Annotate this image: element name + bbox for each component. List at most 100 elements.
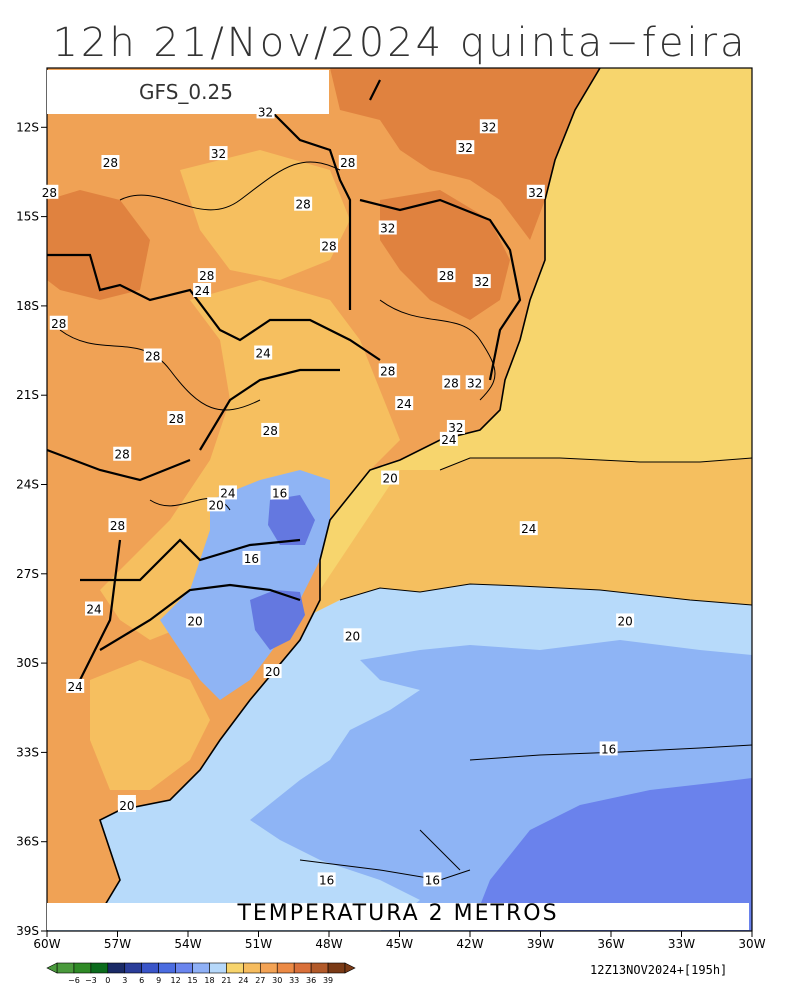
contour-label: 24 (441, 433, 456, 447)
map-plot-area (47, 68, 752, 931)
colorbar-label: 27 (255, 976, 265, 985)
contour-label-bg (270, 485, 289, 500)
contour-label: 28 (321, 239, 336, 253)
contour-label-bg (442, 375, 461, 390)
contour-label: 24 (194, 284, 209, 298)
colorbar: −6 −3 0 3 6 9 12 15 18 21 24 27 30 33 36 39 (46, 962, 356, 985)
land-cold-region-2 (250, 590, 305, 650)
contour-label: 16 (425, 873, 440, 887)
contour-label-bg (186, 613, 205, 628)
colorbar-label: 39 (323, 976, 333, 985)
colorbar-swatch (158, 962, 176, 974)
state-borders (47, 79, 522, 681)
latitude-axis: 12S 15S 18S 21S 24S 27S 30S 33S 36S 39S (16, 120, 47, 938)
contour-label: 24 (521, 522, 536, 536)
contour-label: 20 (617, 614, 632, 628)
contour-label: 20 (345, 629, 360, 643)
contour-label-bg (599, 741, 618, 756)
colorbar-label: 9 (156, 976, 161, 985)
lon-tick-label: 30W (738, 937, 765, 951)
contour-label-bg (378, 220, 397, 235)
contour-label: 24 (86, 603, 101, 617)
contour-label: 20 (209, 498, 224, 512)
contour-label-bg (338, 155, 357, 170)
colorbar-label: 12 (170, 976, 180, 985)
contour-label: 20 (187, 614, 202, 628)
contour-label-bg (519, 521, 538, 536)
contour-label: 32 (211, 147, 226, 161)
contour-label-bg (294, 196, 313, 211)
lon-tick-label: 57W (104, 937, 131, 951)
contour-label-bg (113, 446, 132, 461)
contour-label: 32 (380, 222, 395, 236)
contour-label-bg (263, 664, 282, 679)
contour-label-bg (395, 396, 414, 411)
lon-tick-label: 39W (527, 937, 554, 951)
contour-label-bg (526, 184, 545, 199)
contour-label: 28 (115, 448, 130, 462)
colorbar-label: 18 (204, 976, 214, 985)
contour-label-bg (381, 470, 400, 485)
contour-label: 24 (220, 486, 235, 500)
land-mild-region-3 (90, 660, 210, 790)
lon-tick-label: 60W (33, 937, 60, 951)
contour-label: 32 (528, 186, 543, 200)
lat-tick-label: 30S (16, 656, 39, 670)
contour-label-bg (256, 104, 275, 119)
contour-label-bg (616, 613, 635, 628)
contour-label: 32 (474, 275, 489, 289)
colorbar-swatch (141, 962, 159, 974)
field-label: TEMPERATURA 2 METROS (236, 901, 558, 926)
contour-label: 16 (601, 742, 616, 756)
colorbar-label: −6 (68, 976, 80, 985)
contour-label-bg (117, 797, 136, 812)
contour-label-bg (66, 678, 85, 693)
contour-label-bg (320, 238, 338, 253)
contour-label: 20 (119, 799, 134, 813)
lon-tick-label: 54W (174, 937, 201, 951)
contour-label: 28 (169, 412, 184, 426)
contour-label-bg (472, 274, 491, 289)
contour-label: 24 (256, 347, 271, 361)
lat-tick-label: 15S (16, 210, 39, 224)
contour-label-bg (209, 146, 228, 161)
contour-label: 28 (110, 519, 125, 533)
contour-label-bg (254, 345, 273, 360)
contour-label: 28 (444, 376, 459, 390)
contour-label: 28 (145, 350, 160, 364)
lon-tick-label: 51W (245, 937, 272, 951)
contour-label: 32 (448, 421, 463, 435)
contour-label-bg (437, 268, 456, 283)
contour-label-bg (446, 419, 465, 434)
contour-label: 28 (199, 269, 214, 283)
colorbar-swatch (90, 962, 109, 974)
contour-label-bg (193, 283, 212, 298)
lon-tick-label: 48W (315, 937, 342, 951)
colorbar-swatch (56, 962, 75, 974)
map-title: 12h 21/Nov/2024 quinta−feira (52, 20, 748, 66)
colorbar-swatch (192, 962, 210, 974)
contour-label-bg (439, 431, 458, 446)
lon-tick-label: 42W (456, 937, 483, 951)
contour-label: 20 (265, 665, 280, 679)
ocean-coldest-region (470, 778, 752, 931)
contour-label: 28 (51, 317, 66, 331)
contour-label: 28 (340, 156, 355, 170)
land-hot-region-2 (47, 190, 150, 300)
lat-tick-label: 18S (16, 299, 39, 313)
colorbar-min-arrow (46, 962, 58, 974)
contour-label-bg (49, 315, 68, 330)
contour-label-bg (167, 411, 186, 426)
lon-tick-label: 45W (386, 937, 413, 951)
contour-label: 32 (481, 120, 496, 134)
ocean-mid-region (300, 458, 752, 620)
colorbar-label: 36 (306, 976, 316, 985)
colorbar-label: 0 (105, 976, 110, 985)
lat-tick-label: 33S (16, 745, 39, 759)
contour-label-bg (465, 375, 484, 390)
contour-label: 28 (296, 198, 311, 212)
contour-label: 24 (397, 397, 412, 411)
contour-label-bg (242, 550, 261, 565)
contour-label: 32 (458, 141, 473, 155)
colorbar-label: 15 (187, 976, 197, 985)
